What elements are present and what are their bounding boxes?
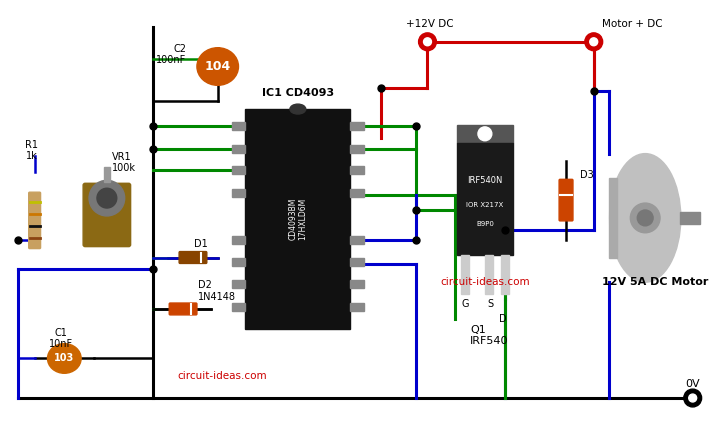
Text: Motor + DC: Motor + DC [602, 19, 662, 29]
Circle shape [590, 38, 597, 46]
FancyBboxPatch shape [179, 252, 207, 264]
Ellipse shape [631, 203, 660, 233]
FancyBboxPatch shape [169, 303, 197, 315]
Bar [350, 189, 364, 197]
Bar [350, 166, 364, 174]
Text: circuit-ideas.com: circuit-ideas.com [440, 277, 530, 287]
FancyBboxPatch shape [559, 179, 573, 221]
Bar [350, 122, 364, 130]
Bar [457, 143, 513, 255]
Text: C2
100nF: C2 100nF [156, 44, 186, 65]
Text: D: D [499, 314, 506, 324]
Text: CD4093BM
17HXLD6M: CD4093BM 17HXLD6M [288, 198, 308, 240]
Text: R1
1k: R1 1k [25, 140, 38, 161]
Bar [608, 179, 616, 258]
Text: S: S [487, 299, 494, 309]
Bar [680, 212, 700, 224]
Bar [500, 255, 508, 294]
Circle shape [585, 33, 603, 51]
Bar [104, 168, 110, 182]
Bar [485, 255, 493, 294]
Text: 104: 104 [205, 60, 231, 73]
Bar [232, 280, 245, 288]
Circle shape [689, 394, 697, 402]
Text: Q1
IRF540: Q1 IRF540 [470, 325, 508, 346]
Text: D1: D1 [194, 239, 208, 249]
Ellipse shape [197, 48, 239, 85]
Bar [350, 303, 364, 311]
Bar [350, 145, 364, 152]
Bar [232, 166, 245, 174]
Bar [232, 258, 245, 266]
Bar [245, 109, 350, 329]
FancyBboxPatch shape [29, 192, 40, 248]
Bar [232, 145, 245, 152]
Text: 0V: 0V [685, 379, 700, 389]
Text: B9P0: B9P0 [476, 221, 494, 226]
Circle shape [423, 38, 431, 46]
Bar [232, 122, 245, 130]
Ellipse shape [290, 104, 306, 114]
Text: IC1 CD4093: IC1 CD4093 [262, 88, 334, 98]
Bar [350, 258, 364, 266]
Bar [232, 236, 245, 244]
Text: 12V 5A DC Motor: 12V 5A DC Motor [602, 277, 708, 287]
Bar [350, 236, 364, 244]
Text: D3: D3 [580, 171, 594, 180]
Circle shape [684, 389, 702, 407]
Circle shape [89, 180, 124, 216]
Ellipse shape [47, 344, 81, 373]
Text: D2
1N4148: D2 1N4148 [198, 280, 236, 302]
Text: C1
10nF: C1 10nF [50, 328, 73, 349]
Text: IOR X217X: IOR X217X [466, 202, 503, 208]
Ellipse shape [637, 210, 653, 226]
Circle shape [418, 33, 436, 51]
Ellipse shape [610, 154, 681, 282]
Circle shape [478, 127, 492, 141]
Text: G: G [462, 299, 469, 309]
Text: circuit-ideas.com: circuit-ideas.com [178, 371, 267, 381]
Bar [350, 280, 364, 288]
Text: IRF540N: IRF540N [467, 176, 503, 185]
Bar [232, 189, 245, 197]
Bar [461, 255, 469, 294]
Circle shape [97, 188, 116, 208]
Text: 103: 103 [54, 354, 75, 363]
Text: VR1
100k: VR1 100k [112, 152, 136, 173]
FancyBboxPatch shape [83, 183, 131, 247]
Bar [457, 125, 513, 143]
Text: +12V DC: +12V DC [406, 19, 453, 29]
Bar [232, 303, 245, 311]
